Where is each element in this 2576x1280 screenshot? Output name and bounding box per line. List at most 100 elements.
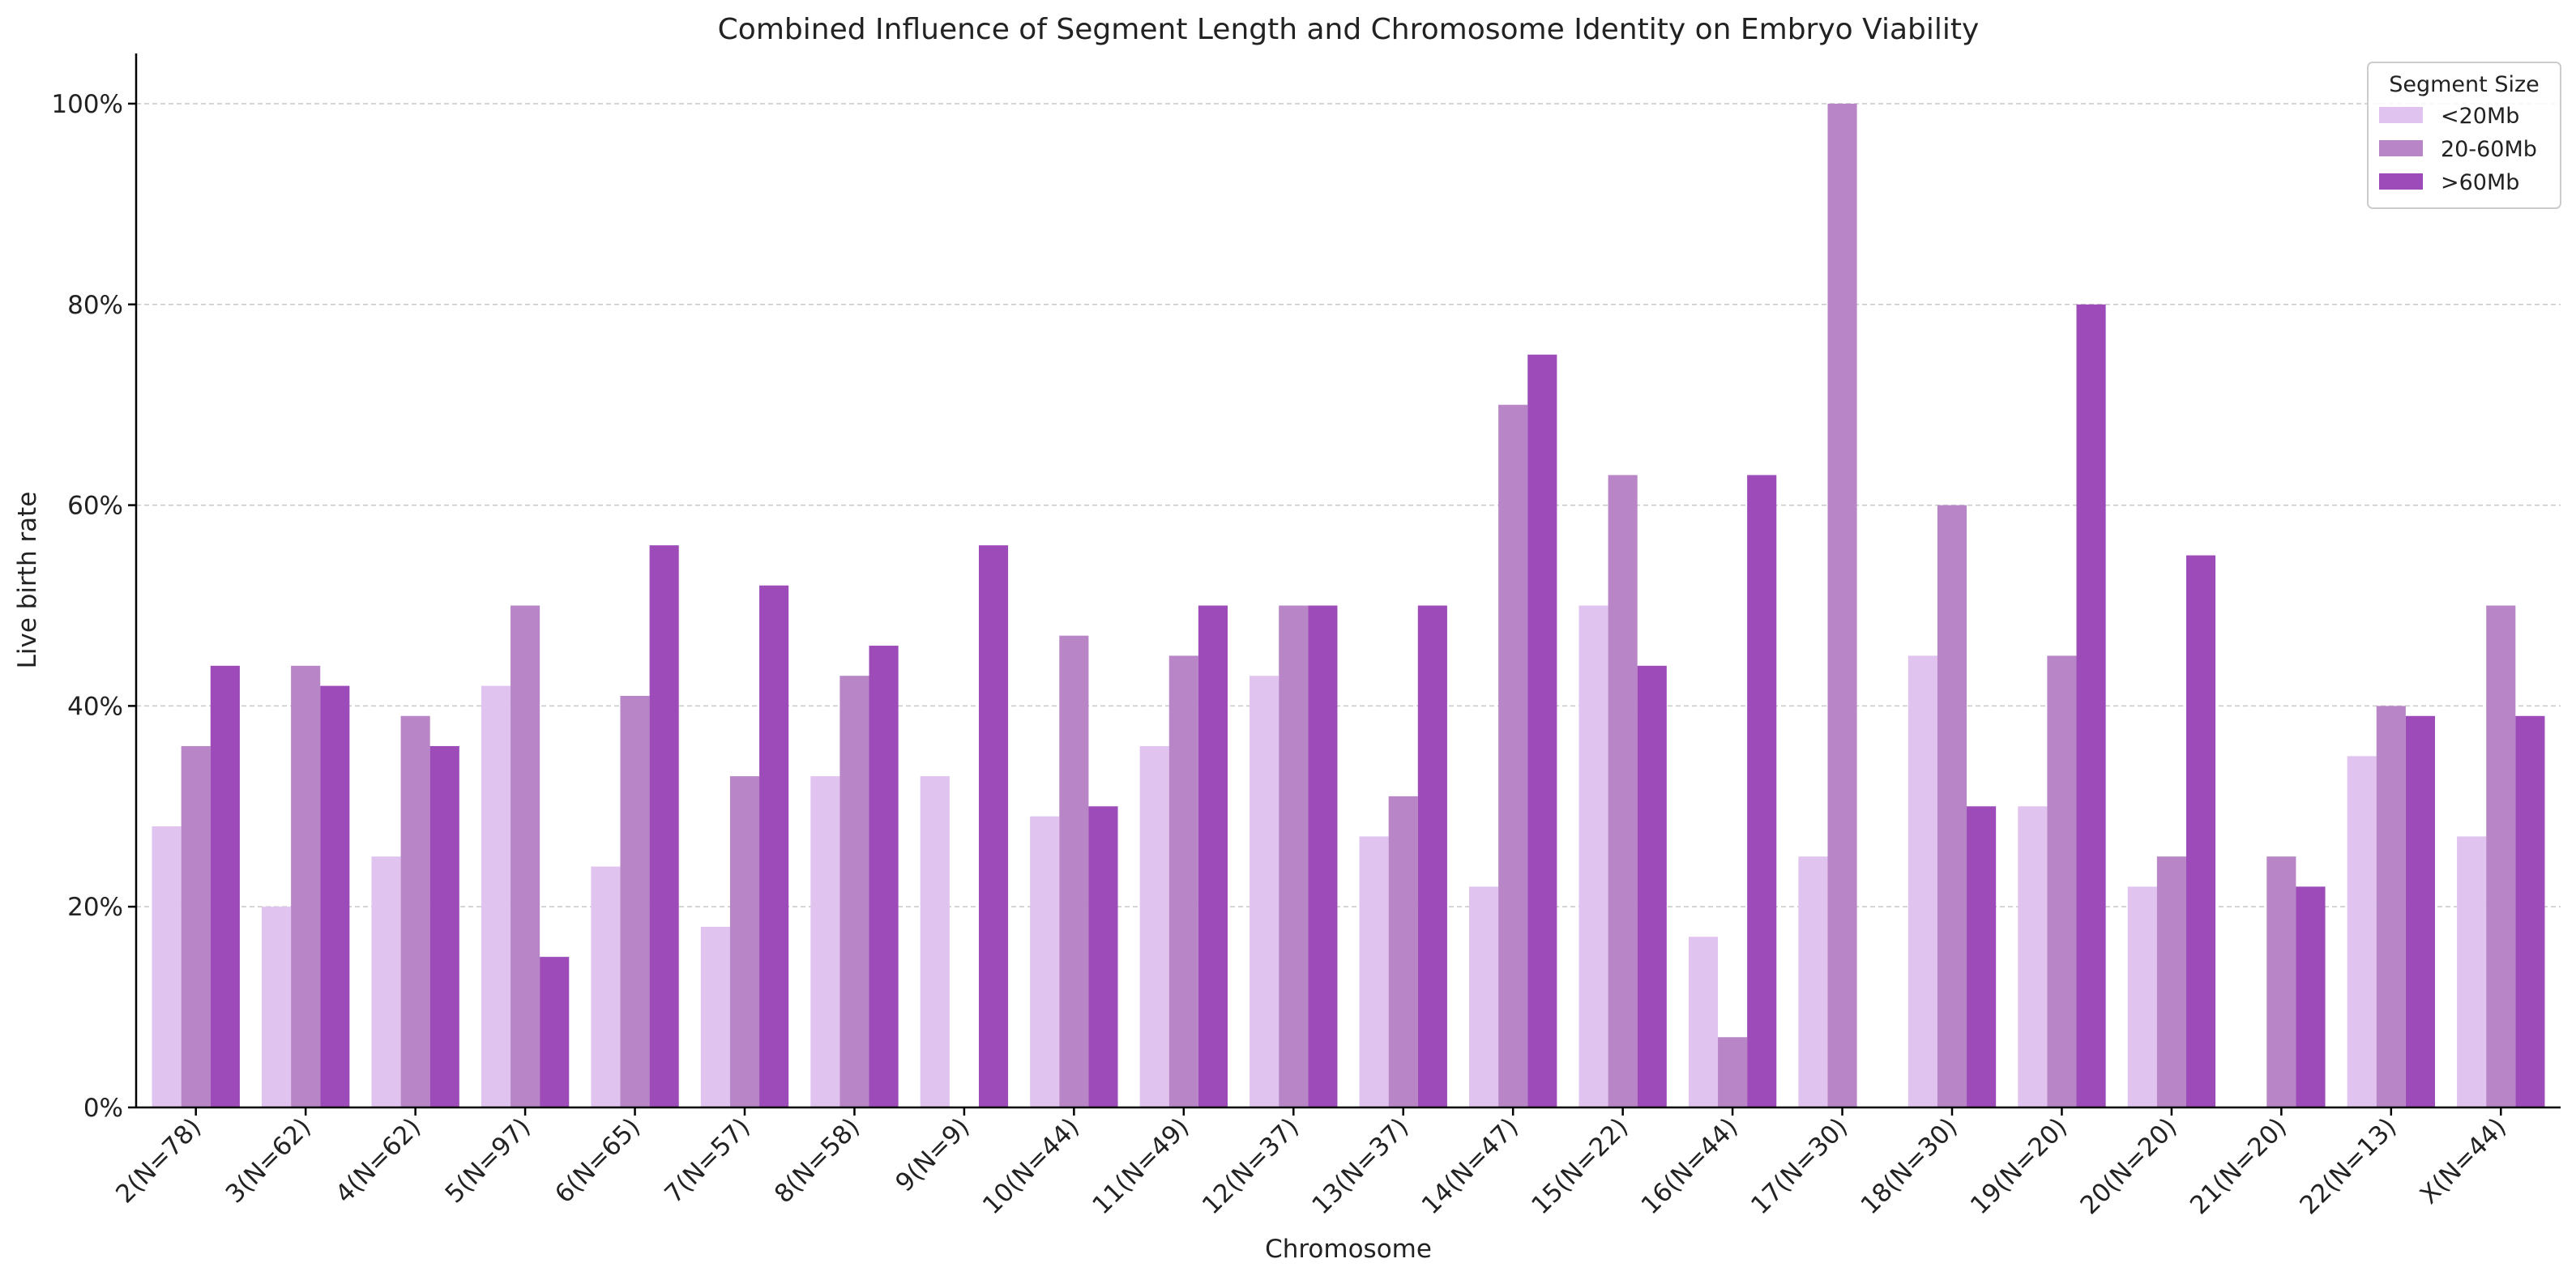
bar bbox=[649, 545, 679, 1107]
x-tick-label: 14(N=47) bbox=[1416, 1112, 1524, 1220]
legend-label: >60Mb bbox=[2441, 170, 2519, 195]
bar bbox=[1279, 605, 1309, 1107]
x-tick-label: X(N=44) bbox=[2415, 1112, 2512, 1210]
bar bbox=[1088, 806, 1118, 1107]
x-tick-label: 5(N=97) bbox=[440, 1112, 536, 1209]
bar bbox=[1168, 655, 1198, 1107]
x-tick-label: 4(N=62) bbox=[330, 1112, 426, 1209]
bar bbox=[869, 646, 899, 1107]
legend-frame bbox=[2367, 62, 2561, 209]
x-tick-label: 9(N=9) bbox=[890, 1112, 975, 1197]
x-tick-label: 22(N=13) bbox=[2294, 1112, 2402, 1220]
bar bbox=[400, 715, 430, 1107]
legend-swatch bbox=[2379, 107, 2423, 123]
bar bbox=[759, 585, 789, 1107]
bar bbox=[481, 685, 511, 1107]
bars bbox=[152, 103, 2545, 1108]
x-tick-label: 10(N=44) bbox=[977, 1112, 1085, 1220]
bar bbox=[291, 665, 321, 1107]
y-tick-label: 100% bbox=[51, 90, 123, 119]
bar bbox=[839, 676, 869, 1107]
x-tick-label: 6(N=65) bbox=[549, 1112, 646, 1209]
bar bbox=[1388, 796, 1418, 1107]
bar bbox=[1030, 816, 1060, 1107]
y-tick-label: 80% bbox=[67, 291, 123, 320]
y-axis-label: Live birth rate bbox=[13, 492, 42, 669]
x-tick-label: 21(N=20) bbox=[2185, 1112, 2292, 1220]
bar bbox=[1578, 605, 1608, 1107]
bar bbox=[2376, 706, 2406, 1107]
x-ticks: 2(N=78) 3(N=62) 4(N=62) 5(N=97) 6(N=65) 7(N=5… bbox=[110, 1107, 2512, 1220]
bar bbox=[2296, 886, 2326, 1107]
bar bbox=[1827, 103, 1857, 1107]
bar bbox=[2347, 756, 2377, 1107]
bar bbox=[1718, 1037, 1748, 1107]
y-tick-label: 20% bbox=[67, 893, 123, 922]
bar bbox=[540, 957, 570, 1107]
legend-swatch bbox=[2379, 140, 2423, 156]
bar bbox=[2047, 655, 2077, 1107]
bar bbox=[2405, 715, 2435, 1107]
bar bbox=[1498, 404, 1528, 1108]
x-tick-label: 19(N=20) bbox=[1965, 1112, 2073, 1220]
legend: Segment Size <20Mb 20-60Mb >60Mb bbox=[2367, 62, 2561, 209]
bar bbox=[620, 695, 650, 1107]
bar bbox=[810, 776, 840, 1107]
bar bbox=[2127, 886, 2157, 1107]
bar bbox=[1469, 886, 1499, 1107]
bar bbox=[2156, 856, 2186, 1107]
x-tick-label: 18(N=30) bbox=[1856, 1112, 1963, 1220]
x-tick-label: 17(N=30) bbox=[1745, 1112, 1853, 1220]
bar bbox=[1747, 475, 1777, 1107]
x-tick-label: 11(N=49) bbox=[1087, 1112, 1194, 1220]
bar bbox=[2486, 605, 2516, 1107]
bar bbox=[152, 826, 182, 1107]
bar bbox=[2076, 304, 2106, 1107]
axes bbox=[135, 53, 2561, 1109]
bar bbox=[1059, 635, 1089, 1107]
chart-title: Combined Influence of Segment Length and… bbox=[718, 13, 1980, 46]
bar bbox=[1308, 605, 1338, 1107]
bar bbox=[2266, 856, 2296, 1107]
bar bbox=[429, 745, 459, 1107]
bar bbox=[1417, 605, 1447, 1107]
bar bbox=[1198, 605, 1228, 1107]
bar bbox=[2515, 715, 2545, 1107]
bar bbox=[729, 776, 760, 1107]
legend-label: <20Mb bbox=[2441, 104, 2519, 129]
bar bbox=[1359, 836, 1389, 1107]
bar bbox=[2457, 836, 2487, 1107]
x-tick-label: 3(N=62) bbox=[220, 1112, 317, 1209]
x-tick-label: 20(N=20) bbox=[2074, 1112, 2182, 1220]
bar bbox=[1250, 676, 1279, 1107]
bar bbox=[320, 685, 350, 1107]
bar bbox=[1608, 475, 1638, 1107]
bar bbox=[978, 545, 1009, 1107]
bar bbox=[181, 745, 211, 1107]
legend-label: 20-60Mb bbox=[2441, 137, 2537, 162]
y-tick-label: 40% bbox=[67, 692, 123, 721]
legend-swatch bbox=[2379, 173, 2423, 190]
bar bbox=[591, 866, 621, 1107]
bar bbox=[511, 605, 540, 1107]
y-tick-label: 60% bbox=[67, 492, 123, 521]
legend-title: Segment Size bbox=[2389, 72, 2540, 97]
y-tick-label: 0% bbox=[83, 1094, 123, 1123]
bar bbox=[262, 907, 292, 1107]
bar bbox=[210, 665, 240, 1107]
bar bbox=[1637, 665, 1667, 1107]
bar bbox=[1798, 856, 1828, 1107]
bar bbox=[700, 926, 730, 1107]
y-ticks: 0% 20% 40% 60% 80% 100% bbox=[51, 90, 136, 1123]
x-axis-label: Chromosome bbox=[1265, 1235, 1432, 1264]
bar bbox=[1967, 806, 1997, 1107]
x-tick-label: 8(N=58) bbox=[769, 1112, 865, 1209]
x-tick-label: 16(N=44) bbox=[1636, 1112, 1744, 1220]
x-tick-label: 7(N=57) bbox=[659, 1112, 755, 1209]
x-tick-label: 15(N=22) bbox=[1526, 1112, 1634, 1220]
x-tick-label: 12(N=37) bbox=[1197, 1112, 1305, 1220]
bar bbox=[920, 776, 950, 1107]
bar bbox=[2018, 806, 2048, 1107]
bar bbox=[1139, 745, 1169, 1107]
